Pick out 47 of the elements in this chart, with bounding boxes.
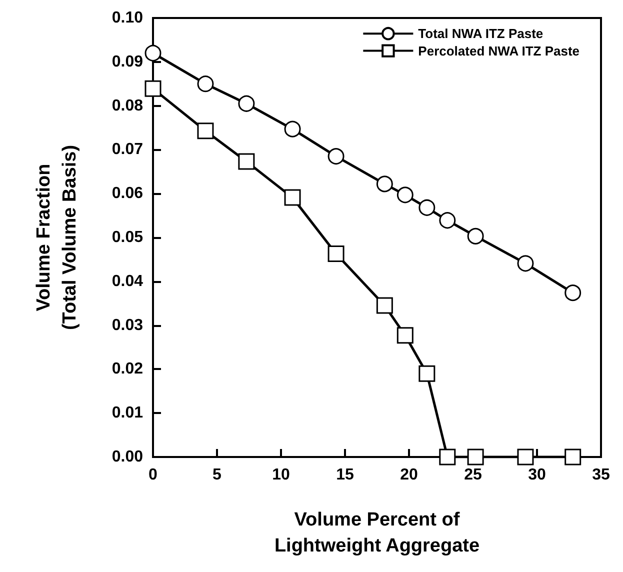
y-tick-label: 0.08 bbox=[112, 97, 144, 114]
point bbox=[564, 448, 582, 466]
y-tick-label: 0.01 bbox=[112, 404, 144, 422]
point bbox=[439, 212, 456, 229]
legend-label: Total NWA ITZ Paste bbox=[418, 26, 544, 42]
legend-label: Percolated NWA ITZ Paste bbox=[418, 43, 580, 58]
point bbox=[284, 120, 301, 138]
point bbox=[467, 228, 484, 244]
point bbox=[238, 153, 255, 170]
point bbox=[238, 95, 255, 112]
point bbox=[396, 186, 414, 204]
x-tick-label: 25 bbox=[464, 466, 482, 484]
point bbox=[376, 176, 393, 192]
y-tick-label: 0.00 bbox=[112, 448, 144, 466]
point bbox=[284, 189, 301, 206]
point bbox=[517, 448, 534, 466]
point bbox=[467, 448, 484, 466]
point bbox=[328, 148, 344, 165]
y-tick-label: 0.09 bbox=[112, 53, 144, 70]
x-axis-title: Volume Percent of Lightweight Aggregate bbox=[274, 510, 480, 556]
x-tick-label: 5 bbox=[212, 466, 222, 484]
y-tick-label: 0.10 bbox=[112, 10, 144, 26]
y-tick-label: 0.04 bbox=[112, 272, 144, 290]
y-tick-label: 0.03 bbox=[112, 316, 144, 334]
y-tick-label: 0.05 bbox=[112, 229, 144, 246]
point bbox=[144, 80, 162, 97]
point bbox=[396, 327, 414, 344]
point bbox=[144, 44, 162, 62]
point bbox=[517, 255, 534, 272]
point bbox=[439, 448, 456, 466]
point bbox=[564, 284, 582, 302]
y-tick-label: 0.02 bbox=[112, 360, 144, 378]
point bbox=[418, 199, 436, 216]
x-tick-label: 10 bbox=[272, 466, 290, 484]
y-tick-label: 0.06 bbox=[112, 185, 144, 202]
x-tick-label: 20 bbox=[400, 466, 418, 484]
x-tick-label: 35 bbox=[592, 466, 610, 484]
point bbox=[418, 365, 436, 382]
y-tick-label: 0.07 bbox=[112, 141, 144, 158]
x-tick-label: 15 bbox=[336, 466, 354, 484]
point bbox=[197, 122, 214, 140]
x-tick-label: 0 bbox=[148, 466, 158, 484]
point bbox=[376, 297, 393, 314]
x-tick-label: 30 bbox=[528, 466, 546, 484]
y-axis-title: Volume Fraction (Total Volume Basis) bbox=[34, 144, 80, 330]
point bbox=[197, 76, 214, 92]
point bbox=[328, 245, 344, 262]
